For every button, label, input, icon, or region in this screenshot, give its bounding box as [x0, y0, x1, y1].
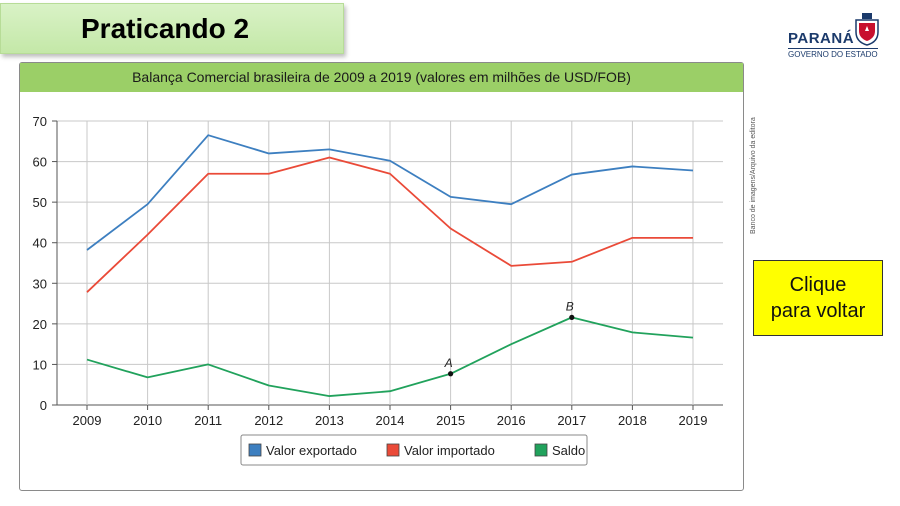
series-line-2: [86, 316, 694, 397]
x-tick-label: 2013: [315, 413, 344, 428]
logo-subtitle: GOVERNO DO ESTADO: [788, 48, 878, 59]
line-chart: 0 10 20 30 40 50 60 70 2009 2010 2011 2012 2013 2014 2…: [33, 114, 723, 466]
back-button-line2: para voltar: [770, 300, 866, 322]
y-tick-label: 40: [33, 236, 47, 251]
x-tick-label: 2018: [618, 413, 647, 428]
legend-swatch: [386, 443, 400, 457]
chart-frame: Balança Comercial brasileira de 2009 a 2…: [19, 62, 744, 491]
parana-logo: PARANÁ GOVERNO DO ESTADO: [788, 12, 888, 62]
x-tick-label: 2017: [557, 413, 586, 428]
annotation-label: B: [566, 299, 574, 313]
chart-legend: Valor exportado Valor importado Saldo: [240, 434, 588, 466]
image-credit: Banco de imagens/Arquivo da editora: [740, 94, 757, 234]
chart-ticks: 0 10 20 30 40 50 60 70 2009 2010 2011 2012 2013 2014 2…: [33, 114, 708, 428]
y-tick-label: 0: [40, 398, 47, 413]
chart-title: Balança Comercial brasileira de 2009 a 2…: [132, 69, 631, 85]
y-tick-label: 10: [33, 357, 47, 372]
chart-annotations: AB: [444, 299, 575, 377]
x-tick-label: 2010: [133, 413, 162, 428]
y-tick-label: 20: [33, 317, 47, 332]
x-tick-label: 2012: [254, 413, 283, 428]
x-tick-label: 2014: [376, 413, 405, 428]
legend-box: [240, 434, 588, 466]
y-tick-label: 50: [33, 195, 47, 210]
x-tick-label: 2015: [436, 413, 465, 428]
legend-label: Valor importado: [404, 443, 495, 458]
back-button-line1: Clique: [789, 274, 847, 296]
legend-swatch: [248, 443, 262, 457]
x-tick-label: 2009: [73, 413, 102, 428]
slide-title-box: Praticando 2: [0, 3, 344, 54]
series-line-1: [86, 156, 693, 293]
chart-grid: [56, 120, 723, 406]
y-tick-label: 70: [33, 114, 47, 129]
legend-swatch: [534, 443, 548, 457]
image-credit-text: Banco de imagens/Arquivo da editora: [750, 117, 757, 234]
annotation-label: A: [444, 356, 453, 370]
legend-label: Valor exportado: [266, 443, 357, 458]
x-tick-label: 2011: [194, 413, 222, 428]
logo-name: PARANÁ: [788, 30, 855, 47]
annotation-point: [569, 314, 575, 320]
y-tick-label: 60: [33, 155, 47, 170]
slide-title: Praticando 2: [81, 13, 250, 44]
series-line-0: [86, 134, 694, 251]
x-tick-label: 2016: [497, 413, 526, 428]
chart-series: [86, 134, 694, 397]
legend-label: Saldo: [552, 443, 585, 458]
annotation-point: [448, 371, 454, 377]
back-button[interactable]: Clique para voltar: [753, 260, 883, 336]
coat-of-arms-icon: [852, 12, 882, 46]
chart-header: Balança Comercial brasileira de 2009 a 2…: [20, 63, 743, 92]
x-tick-label: 2019: [679, 413, 708, 428]
y-tick-label: 30: [33, 276, 47, 291]
